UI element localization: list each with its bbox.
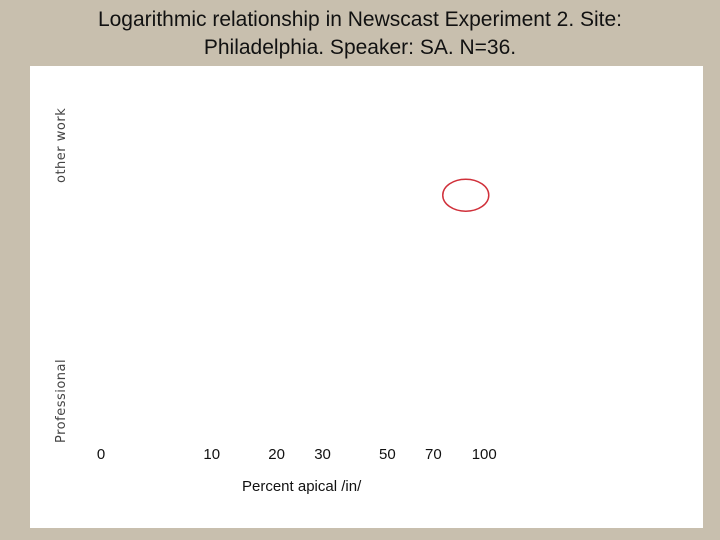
x-tick-label-2: 20 (268, 446, 285, 463)
chart-title-line-1: Logarithmic relationship in Newscast Exp… (97, 8, 623, 31)
chart-title: Logarithmic relationship in Newscast Exp… (0, 6, 720, 62)
x-tick-label-0: 0 (97, 446, 105, 463)
x-tick-label-3: 30 (314, 446, 331, 463)
x-tick-label-4: 50 (379, 446, 396, 463)
plot-panel: other work Professional 0 10 20 30 50 70 100 P… (30, 66, 703, 528)
chart-canvas: 0 10 20 30 50 70 100 (97, 178, 497, 463)
x-axis-label: Percent apical /in/ (242, 478, 362, 495)
data-point-0 (442, 178, 490, 212)
x-tick-label-1: 10 (203, 446, 220, 463)
x-tick-label-5: 70 (425, 446, 442, 463)
chart-title-line-2: Philadelphia. Speaker: SA. N=36. (203, 36, 517, 59)
x-tick-label-6: 100 (472, 446, 497, 463)
